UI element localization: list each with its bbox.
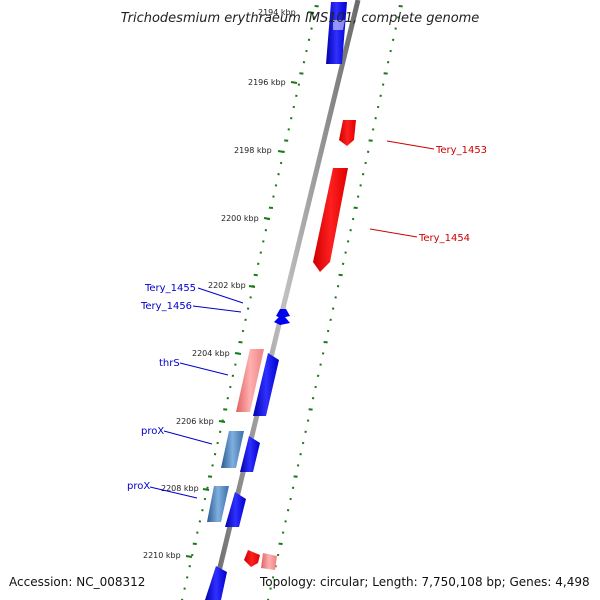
gene-arrow-tery-1454[interactable] [313,168,348,272]
gene-label-tery-1455[interactable]: Tery_1455 [144,283,196,294]
scale-label: 2204 kbp [192,349,230,358]
gene-arrow[interactable] [240,436,260,472]
scale-label: 2196 kbp [248,78,286,87]
gene-arrow[interactable] [244,550,260,567]
gene-arrow-thrs[interactable] [236,349,264,412]
leader-lines [149,140,435,499]
gene-arrow-prox[interactable] [221,431,244,468]
gene-arrow-tery-1455[interactable] [276,309,290,318]
genes [205,2,356,600]
scale-labels: 2194 kbp 2196 kbp 2198 kbp 2200 kbp 2202… [143,8,296,560]
gene-label-thrs[interactable]: thrS [159,358,180,369]
gene-label-prox[interactable]: proX [141,426,164,437]
scale-label: 2206 kbp [176,417,214,426]
scale-label: 2202 kbp [208,281,246,290]
scale-label: 2198 kbp [234,146,272,155]
gene-arrow[interactable] [326,2,347,64]
scale-label: 2194 kbp [258,8,296,17]
gene-label-tery-1453[interactable]: Tery_1453 [435,145,487,156]
gene-arrow[interactable] [225,492,246,527]
gene-arrow[interactable] [205,566,227,600]
scale-label: 2210 kbp [143,551,181,560]
scale-ticks [185,11,315,558]
gene-arrow-tery-1456[interactable] [274,317,290,325]
gene-arrow-prox[interactable] [207,486,229,522]
gene-arrow[interactable] [253,353,279,416]
gene-arrow-tery-1453[interactable] [339,120,356,146]
gene-label-tery-1456[interactable]: Tery_1456 [140,301,192,312]
scale-label: 2208 kbp [161,484,199,493]
accession-label: Accession: NC_008312 [9,575,145,589]
gene-label-prox[interactable]: proX [127,481,150,492]
scale-label: 2200 kbp [221,214,259,223]
gene-label-tery-1454[interactable]: Tery_1454 [418,233,470,244]
topology-label: Topology: circular; Length: 7,750,108 bp… [259,575,590,589]
map-title: Trichodesmium erythraeum IMS101, complet… [121,11,480,26]
gene-arrow[interactable] [261,553,277,570]
